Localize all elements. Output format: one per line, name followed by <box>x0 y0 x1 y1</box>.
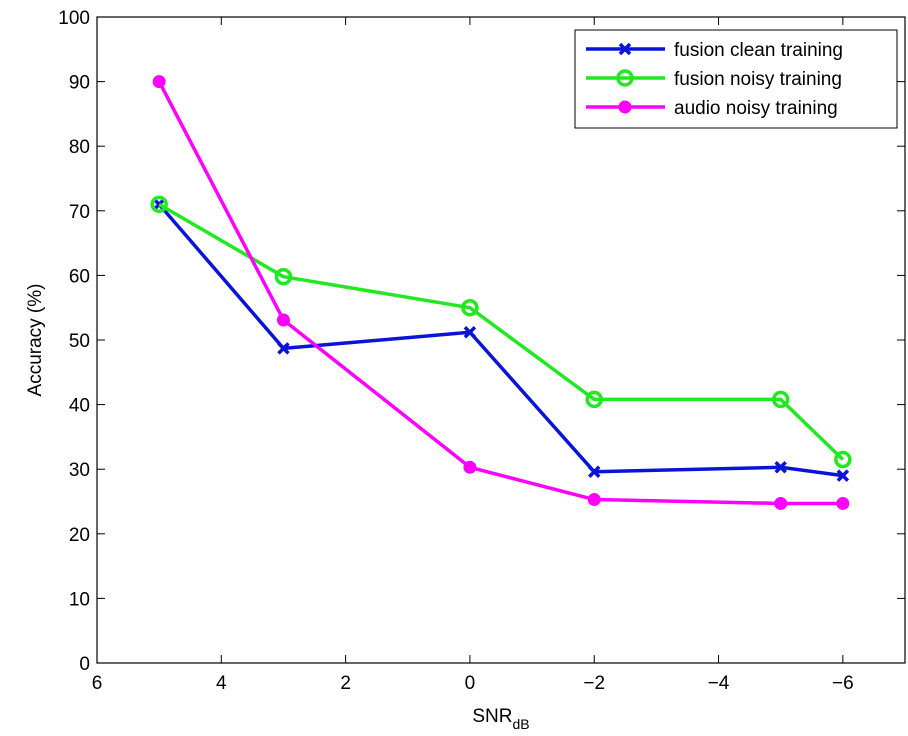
data-point <box>461 298 479 317</box>
data-point <box>834 450 852 469</box>
data-point <box>463 326 477 339</box>
legend-swatch-marker <box>616 69 634 87</box>
data-point <box>587 493 601 507</box>
data-point <box>836 496 850 510</box>
y-tick-label: 80 <box>69 137 90 158</box>
y-tick-label: 20 <box>69 525 90 546</box>
y-tick-label: 0 <box>79 654 90 675</box>
marker-stroke <box>277 342 290 355</box>
x-tick-label: −4 <box>708 673 730 694</box>
data-point <box>152 75 166 89</box>
x-axis-label-main: SNR <box>472 706 512 727</box>
series-line <box>158 202 845 461</box>
marker-stroke <box>774 461 787 474</box>
data-point <box>585 390 603 409</box>
x-axis-label-subscript: dB <box>513 716 530 732</box>
y-tick-label: 70 <box>69 202 90 223</box>
y-tick-label: 50 <box>69 331 90 352</box>
x-tick-label: 0 <box>465 673 476 694</box>
data-point <box>774 496 788 510</box>
data-point <box>771 390 790 409</box>
data-point <box>276 313 290 327</box>
data-point <box>150 195 168 214</box>
series-line <box>157 80 843 506</box>
legend-entry: audio noisy training <box>586 98 838 119</box>
series-line <box>157 203 844 478</box>
legend-entry: fusion noisy training <box>586 69 842 90</box>
series-group <box>150 75 852 510</box>
marker-stroke <box>618 42 632 56</box>
marker-stroke <box>587 465 601 479</box>
y-tick-label: 90 <box>69 73 90 94</box>
data-point <box>277 342 290 355</box>
data-point <box>274 267 293 286</box>
y-tick-label: 30 <box>69 460 90 481</box>
x-tick-label: −6 <box>832 673 854 694</box>
data-point <box>836 469 850 482</box>
y-axis-label: Accuracy (%) <box>25 284 46 397</box>
x-tick-label: 6 <box>92 673 103 694</box>
legend-entry: fusion clean training <box>586 40 843 61</box>
legend-swatch-marker <box>618 100 632 114</box>
x-tick-label: −2 <box>583 673 605 694</box>
data-point <box>587 465 601 479</box>
legend: fusion clean training fusion noisy traini… <box>574 29 898 129</box>
y-tick-label: 60 <box>69 266 90 287</box>
x-axis-label: SNRdB <box>472 706 529 732</box>
y-tick-label: 100 <box>58 8 90 29</box>
legend-label: fusion clean training <box>674 40 843 61</box>
x-tick-label: 2 <box>340 673 351 694</box>
series-2 <box>152 75 850 510</box>
marker-stroke <box>836 469 850 482</box>
y-tick-label: 10 <box>69 589 90 610</box>
legend-label: fusion noisy training <box>674 69 842 90</box>
series-1 <box>150 195 852 469</box>
data-point <box>774 461 787 474</box>
x-tick-label: 4 <box>216 673 227 694</box>
series-0 <box>152 198 850 482</box>
legend-swatch-marker <box>618 42 632 56</box>
data-point <box>463 460 477 474</box>
axes: 6 4 2 0 −2 −4 −60102030405060708090100SNRdBAcc… <box>25 8 906 732</box>
legend-label: audio noisy training <box>674 98 838 119</box>
y-tick-label: 40 <box>69 396 90 417</box>
marker-stroke <box>463 326 477 339</box>
